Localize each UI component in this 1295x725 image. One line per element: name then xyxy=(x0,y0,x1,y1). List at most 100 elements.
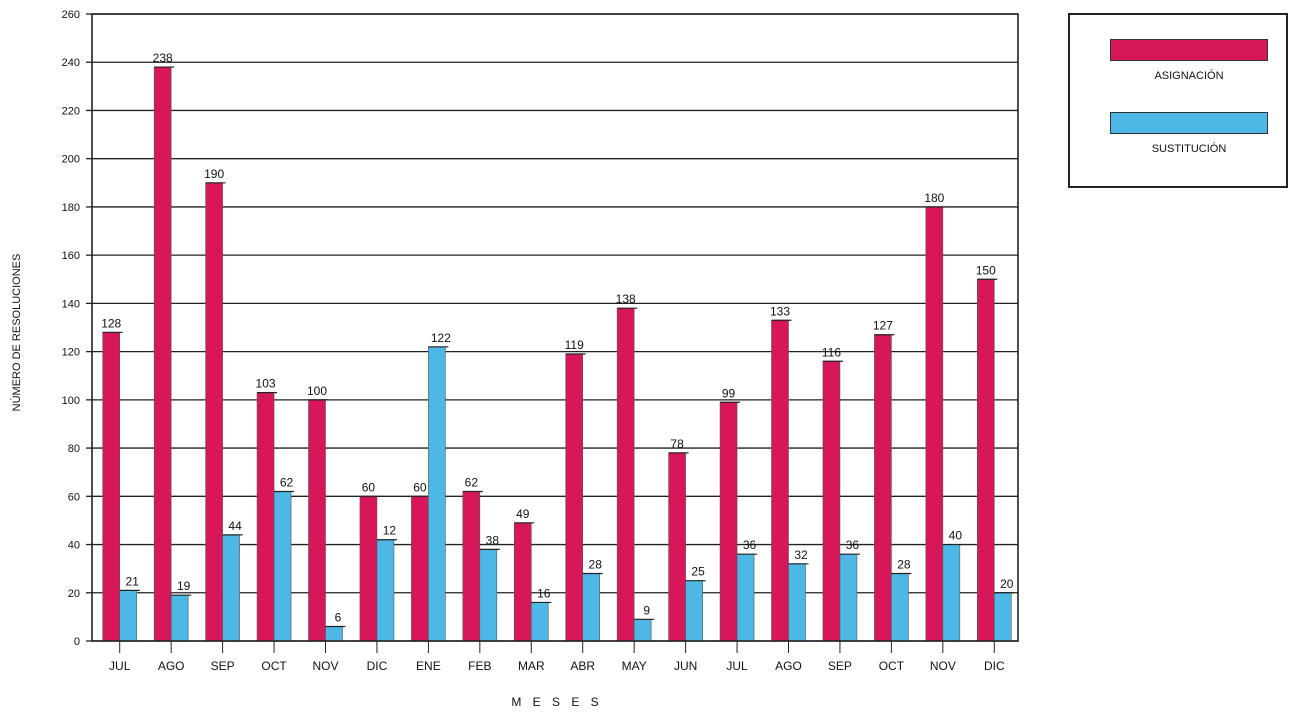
bar-asignacion xyxy=(359,496,378,642)
bar-sustitucion xyxy=(530,602,549,642)
x-tick-label: OCT xyxy=(261,659,287,673)
bar-asignacion xyxy=(462,491,481,642)
x-tick-label: SEP xyxy=(828,659,852,673)
y-tick-label: 120 xyxy=(62,347,80,359)
data-label-sustitucion: 36 xyxy=(846,538,860,552)
bar-sustitucion xyxy=(428,346,446,642)
y-tick-label: 0 xyxy=(74,636,80,648)
data-label-asignacion: 119 xyxy=(565,338,584,352)
data-label-asignacion: 103 xyxy=(256,377,276,391)
data-label-sustitucion: 25 xyxy=(691,565,705,579)
y-tick-label: 260 xyxy=(62,9,80,21)
data-label-sustitucion: 20 xyxy=(1000,577,1014,591)
data-label-asignacion: 127 xyxy=(873,319,893,333)
bar-sustitucion xyxy=(222,534,240,642)
bar-asignacion xyxy=(205,182,223,642)
bar-asignacion xyxy=(256,392,275,642)
data-label-asignacion: 100 xyxy=(307,384,327,398)
bar-sustitucion xyxy=(736,553,755,642)
data-label-sustitucion: 21 xyxy=(126,574,140,588)
data-label-asignacion: 190 xyxy=(204,167,224,181)
data-label-asignacion: 49 xyxy=(516,507,530,521)
data-label-asignacion: 138 xyxy=(616,292,636,306)
x-tick-label: MAY xyxy=(622,659,647,673)
data-label-sustitucion: 38 xyxy=(486,533,500,547)
bar-sustitucion xyxy=(479,549,498,642)
x-tick-label: SEP xyxy=(211,659,235,673)
bar-sustitucion xyxy=(685,580,703,642)
x-tick-label: JUL xyxy=(109,659,131,673)
data-label-sustitucion: 19 xyxy=(177,579,191,593)
bar-sustitucion xyxy=(891,573,909,642)
x-tick-label: JUL xyxy=(726,659,748,673)
x-tick-label: NOV xyxy=(312,659,338,673)
bar-asignacion xyxy=(668,452,686,642)
x-tick-label: DIC xyxy=(984,659,1005,673)
y-tick-label: 80 xyxy=(68,443,80,455)
x-tick-label: MAR xyxy=(518,659,545,673)
data-label-asignacion: 133 xyxy=(770,304,790,318)
data-label-sustitucion: 44 xyxy=(228,519,242,533)
bar-sustitucion xyxy=(942,544,961,642)
x-tick-label: JUN xyxy=(674,659,697,673)
data-label-sustitucion: 40 xyxy=(949,529,963,543)
data-label-sustitucion: 12 xyxy=(383,524,397,538)
bar-sustitucion xyxy=(993,592,1012,642)
legend-label-asignacion: ASIGNACIÓN xyxy=(1154,70,1224,82)
x-tick-label: OCT xyxy=(879,659,905,673)
data-label-asignacion: 60 xyxy=(362,480,376,494)
legend-label-sustitucion: SUSTITUCIÓN xyxy=(1151,143,1227,155)
plot-frame xyxy=(91,13,1019,642)
bar-sustitucion xyxy=(119,590,138,642)
legend: ASIGNACIÓN SUSTITUCIÓN xyxy=(1068,13,1288,188)
data-label-sustitucion: 32 xyxy=(794,548,808,562)
y-tick-label: 60 xyxy=(68,491,80,503)
bar-asignacion xyxy=(976,278,995,642)
y-tick-label: 140 xyxy=(62,298,80,310)
bar-sustitucion xyxy=(170,594,189,642)
legend-swatch-sustitucion xyxy=(1110,112,1268,134)
y-tick-label: 40 xyxy=(68,540,80,552)
data-label-sustitucion: 16 xyxy=(537,586,551,600)
data-label-sustitucion: 62 xyxy=(280,475,294,489)
data-label-asignacion: 99 xyxy=(722,386,736,400)
x-tick-label: AGO xyxy=(775,659,802,673)
y-tick-label: 240 xyxy=(62,57,80,69)
bar-asignacion xyxy=(565,353,584,642)
x-tick-label: ABR xyxy=(570,659,595,673)
y-tick-label: 180 xyxy=(62,202,80,214)
legend-swatch-asignacion xyxy=(1110,39,1268,61)
data-label-asignacion: 150 xyxy=(976,263,996,277)
x-tick-label: DIC xyxy=(367,659,388,673)
y-axis-label: NÚMERO DE RESOLUCIONES xyxy=(10,254,23,412)
data-label-sustitucion: 36 xyxy=(743,538,757,552)
data-label-asignacion: 128 xyxy=(101,316,121,330)
bar-asignacion xyxy=(822,360,841,642)
bar-sustitucion xyxy=(633,618,652,642)
data-label-sustitucion: 6 xyxy=(335,611,342,625)
y-tick-label: 100 xyxy=(62,395,80,407)
data-label-asignacion: 180 xyxy=(924,191,944,205)
data-label-asignacion: 62 xyxy=(465,475,479,489)
data-labels: 128 21 238 19 190 44 103 62 100 6 60 12 60 122 62 38 49 1… xyxy=(101,51,1014,624)
y-tick-label: 220 xyxy=(62,105,80,117)
data-label-asignacion: 116 xyxy=(822,345,841,359)
bar-sustitucion xyxy=(273,491,292,642)
data-label-asignacion: 78 xyxy=(670,437,684,451)
axes: 0 20 40 60 80 100 120 140 160 180 200 220 240 260 JUL A… xyxy=(10,9,1019,709)
bar-sustitucion xyxy=(582,573,601,642)
y-tick-label: 20 xyxy=(68,588,80,600)
bar-asignacion xyxy=(513,522,532,642)
x-tick-label: ENE xyxy=(416,659,441,673)
y-tick-label: 160 xyxy=(62,250,80,262)
bar-asignacion xyxy=(874,334,892,642)
data-label-asignacion: 60 xyxy=(413,480,427,494)
bar-sustitucion xyxy=(376,539,395,642)
data-label-sustitucion: 28 xyxy=(589,557,603,571)
data-label-sustitucion: 28 xyxy=(897,557,911,571)
bar-asignacion xyxy=(102,332,121,642)
data-label-asignacion: 238 xyxy=(153,51,173,65)
bar-asignacion xyxy=(719,401,738,642)
